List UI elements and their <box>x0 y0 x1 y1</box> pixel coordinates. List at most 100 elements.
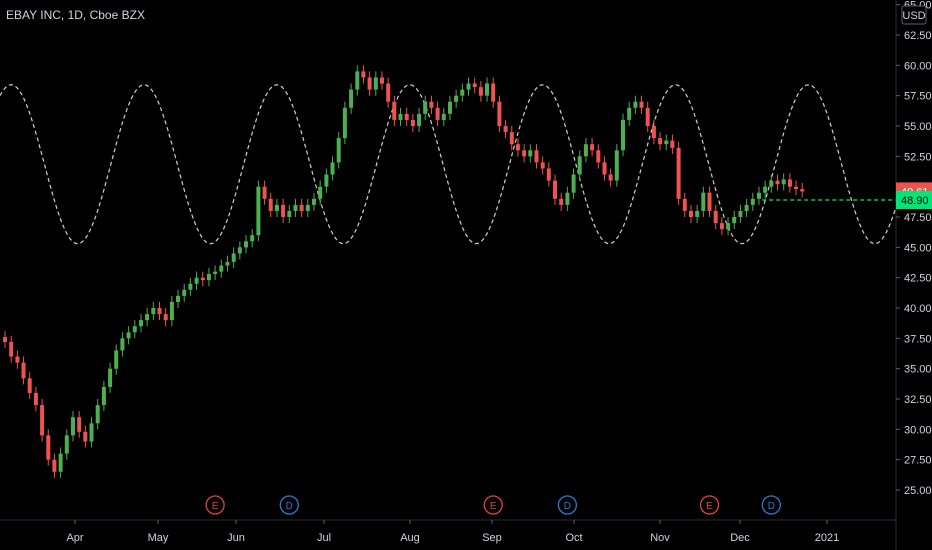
candle <box>262 180 267 205</box>
candle-body <box>206 274 211 281</box>
candle <box>726 217 731 236</box>
candle <box>367 71 372 96</box>
candle-body <box>27 378 32 393</box>
candle-body <box>732 217 737 224</box>
candle-body <box>639 101 644 108</box>
candle <box>398 107 403 126</box>
candle <box>293 198 298 217</box>
candle-body <box>21 362 26 379</box>
candle-body <box>200 277 205 281</box>
price-tick-label: 37.50 <box>904 333 932 345</box>
candle <box>571 168 576 199</box>
candle-body <box>58 453 63 472</box>
candle-body <box>77 417 82 432</box>
candle-body <box>373 77 378 90</box>
time-tick-label: Aug <box>400 532 420 544</box>
price-axis[interactable]: 25.00 27.50 30.00 32.50 35.00 37.50 40.00 42.50… <box>895 0 932 550</box>
candle <box>763 180 768 199</box>
candle-body <box>781 179 786 185</box>
candle <box>614 144 619 187</box>
earnings-marker[interactable]: E <box>483 495 503 515</box>
candle <box>206 268 211 287</box>
candle-body <box>750 198 755 205</box>
candle-body <box>577 156 582 175</box>
candle <box>330 156 335 181</box>
candle-body <box>608 174 613 181</box>
dividend-marker[interactable]: D <box>761 495 781 515</box>
candle <box>503 119 508 139</box>
candle <box>380 71 384 90</box>
candle <box>231 247 236 268</box>
candle <box>713 204 718 230</box>
time-axis[interactable]: Apr May Jun Jul Aug Sep Oct Nov Dec 2021 <box>0 519 896 544</box>
candle-body <box>145 314 150 321</box>
candle <box>237 241 242 260</box>
candle <box>324 168 329 193</box>
candle <box>658 132 663 151</box>
candle-body <box>590 144 595 151</box>
currency-box[interactable]: USD <box>901 5 927 25</box>
candle-body <box>244 241 248 248</box>
dividend-marker[interactable]: D <box>279 495 299 515</box>
candle <box>101 380 106 412</box>
candle-body <box>448 101 452 114</box>
candle <box>126 326 131 345</box>
candle <box>651 119 656 145</box>
event-label: D <box>768 501 775 512</box>
candle <box>281 198 286 224</box>
candle-body <box>287 210 292 217</box>
candle <box>460 83 465 102</box>
candle-body <box>268 198 273 211</box>
candle-body <box>689 210 693 217</box>
candle-body <box>794 186 798 190</box>
candle-body <box>565 192 570 205</box>
candle-body <box>410 119 415 126</box>
candle-body <box>120 338 125 351</box>
candle-body <box>491 83 496 102</box>
candle <box>621 113 625 157</box>
candle-body <box>169 301 174 321</box>
candle-body <box>274 204 279 211</box>
candle-body <box>330 162 335 175</box>
candle-body <box>441 113 446 120</box>
price-tick-label: 57.50 <box>904 91 932 103</box>
candle-body <box>101 386 106 406</box>
time-tick-label: May <box>148 532 169 544</box>
candlestick-series <box>3 65 805 478</box>
candle-body <box>478 87 483 96</box>
candle <box>305 198 310 217</box>
earnings-marker[interactable]: E <box>699 495 720 515</box>
price-tick-label: 55.00 <box>904 121 932 133</box>
dividend-marker[interactable]: D <box>557 495 578 515</box>
candle <box>701 186 706 217</box>
candle <box>287 204 292 224</box>
candle <box>33 386 38 412</box>
earnings-marker[interactable]: E <box>205 495 225 515</box>
candle-body <box>769 180 774 187</box>
candle <box>707 186 712 217</box>
candle <box>83 425 88 448</box>
candle <box>268 192 273 217</box>
candle <box>176 289 180 308</box>
level-price-bg <box>896 191 932 210</box>
candle <box>478 81 483 102</box>
candle-body <box>15 356 20 363</box>
candle-body <box>342 107 347 139</box>
candle-body <box>139 320 143 327</box>
candle <box>534 144 539 169</box>
price-tick-label: 60.00 <box>904 60 932 72</box>
candle <box>441 107 446 126</box>
candle-body <box>682 198 687 211</box>
candle-body <box>392 101 397 120</box>
candle <box>40 399 45 442</box>
candle <box>145 308 150 327</box>
candle <box>719 217 724 236</box>
candle <box>77 411 82 438</box>
event-circle <box>279 495 299 515</box>
candle <box>9 335 14 363</box>
candle-body <box>713 210 718 223</box>
candle-body <box>176 295 180 302</box>
candle <box>318 180 323 205</box>
level-price-label: 48.90 <box>896 191 932 210</box>
